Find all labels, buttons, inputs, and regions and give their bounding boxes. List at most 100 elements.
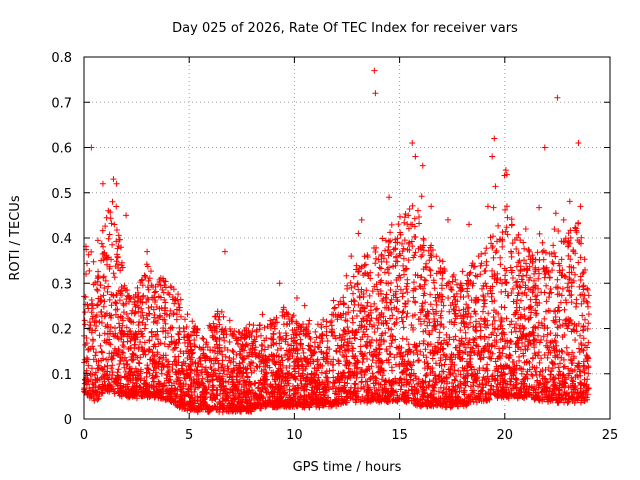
data-point xyxy=(330,361,337,368)
data-point xyxy=(536,339,543,346)
data-point xyxy=(210,384,217,391)
data-point xyxy=(509,240,516,247)
data-point xyxy=(226,338,233,345)
data-point xyxy=(516,365,523,372)
data-point xyxy=(524,265,531,272)
data-point xyxy=(537,368,544,375)
data-points xyxy=(81,67,592,416)
data-point xyxy=(144,316,151,323)
data-point xyxy=(508,290,515,297)
data-point xyxy=(533,296,540,303)
data-point xyxy=(463,301,470,308)
data-point xyxy=(166,312,173,319)
data-point xyxy=(483,245,490,252)
data-point xyxy=(523,260,530,267)
data-point xyxy=(226,317,233,324)
data-point xyxy=(436,257,443,264)
data-point xyxy=(98,240,105,247)
data-point xyxy=(113,203,120,210)
data-point xyxy=(123,357,130,364)
data-point xyxy=(484,361,491,368)
data-point xyxy=(414,381,421,388)
data-point xyxy=(400,324,407,331)
data-point xyxy=(443,331,450,338)
data-point xyxy=(108,256,115,263)
data-point xyxy=(85,251,92,258)
data-point xyxy=(86,267,93,274)
data-point xyxy=(151,364,158,371)
data-point xyxy=(504,214,511,221)
data-point xyxy=(518,370,525,377)
data-point xyxy=(415,207,422,214)
data-point xyxy=(286,362,293,369)
data-point xyxy=(557,360,564,367)
data-point xyxy=(410,279,417,286)
data-point xyxy=(369,370,376,377)
data-point xyxy=(567,256,574,263)
data-point xyxy=(357,343,364,350)
data-point xyxy=(424,322,431,329)
data-point xyxy=(489,329,496,336)
data-point xyxy=(176,336,183,343)
data-point xyxy=(91,372,98,379)
data-point xyxy=(84,260,91,267)
data-point xyxy=(457,327,464,334)
data-point xyxy=(446,308,453,315)
data-point xyxy=(426,266,433,273)
data-point xyxy=(402,211,409,218)
data-point xyxy=(97,342,104,349)
data-point xyxy=(137,339,144,346)
data-point xyxy=(145,277,152,284)
data-point xyxy=(340,294,347,301)
data-point xyxy=(427,267,434,274)
data-point xyxy=(519,290,526,297)
data-point xyxy=(283,321,290,328)
data-point xyxy=(101,284,108,291)
data-point xyxy=(513,321,520,328)
data-point xyxy=(515,272,522,279)
data-point xyxy=(225,365,232,372)
data-point xyxy=(261,324,268,331)
data-point xyxy=(481,321,488,328)
data-point xyxy=(462,329,469,336)
data-point xyxy=(345,365,352,372)
data-point xyxy=(535,319,542,326)
data-point xyxy=(154,328,161,335)
data-point xyxy=(111,274,118,281)
data-point xyxy=(374,286,381,293)
data-point xyxy=(419,300,426,307)
data-point xyxy=(227,369,234,376)
data-point xyxy=(161,296,168,303)
data-point xyxy=(363,287,370,294)
data-point xyxy=(355,230,362,237)
data-point xyxy=(347,279,354,286)
data-point xyxy=(116,297,123,304)
data-point xyxy=(547,285,554,292)
data-point xyxy=(153,303,160,310)
data-point xyxy=(480,303,487,310)
data-point xyxy=(350,307,357,314)
data-point xyxy=(414,351,421,358)
data-point xyxy=(585,339,592,346)
data-point xyxy=(360,315,367,322)
data-point xyxy=(479,308,486,315)
data-point xyxy=(515,250,522,257)
data-point xyxy=(337,298,344,305)
data-point xyxy=(581,316,588,323)
data-point xyxy=(502,206,509,213)
data-point xyxy=(513,246,520,253)
data-point xyxy=(406,205,413,212)
data-point xyxy=(374,325,381,332)
data-point xyxy=(333,348,340,355)
data-point xyxy=(372,306,379,313)
data-point xyxy=(499,229,506,236)
data-point xyxy=(157,282,164,289)
data-point xyxy=(470,263,477,270)
data-point xyxy=(296,331,303,338)
data-point xyxy=(94,237,101,244)
data-point xyxy=(314,356,321,363)
data-point xyxy=(405,225,412,232)
data-point xyxy=(340,327,347,334)
data-point xyxy=(108,220,115,227)
